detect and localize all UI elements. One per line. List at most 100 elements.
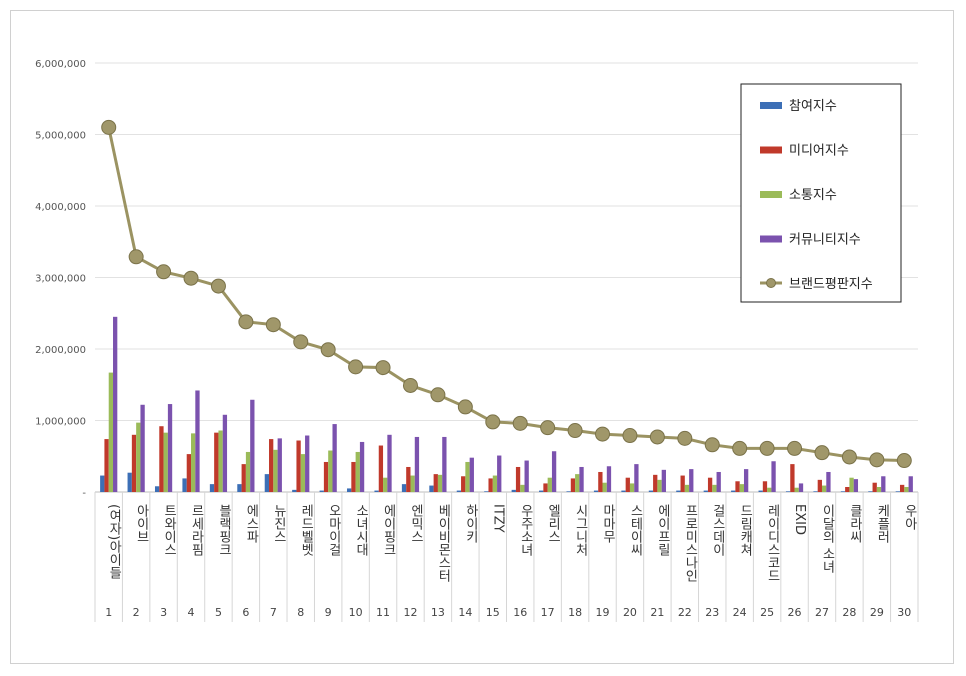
legend-swatch-3 <box>760 191 782 198</box>
bar-1-17 <box>539 490 544 492</box>
bar-3-22 <box>684 484 690 492</box>
rank-label-10: 10 <box>349 606 363 619</box>
brand-index-point-25 <box>759 440 775 456</box>
category-label-27: 이달의 소녀 <box>819 504 834 574</box>
rank-label-25: 25 <box>760 606 774 619</box>
bar-3-19 <box>602 482 607 492</box>
category-label-11: 에이핑크 <box>381 504 396 556</box>
category-label-3: 트와이스 <box>161 504 176 556</box>
category-label-28: 클라씨 <box>847 504 862 543</box>
rank-label-15: 15 <box>486 606 500 619</box>
category-label-15: ITZY <box>490 504 505 533</box>
bar-3-14 <box>465 461 470 492</box>
bar-4-3 <box>167 404 173 492</box>
bar-4-2 <box>140 404 145 492</box>
brand-index-point-5 <box>210 278 226 294</box>
bar-1-3 <box>154 486 160 492</box>
brand-index-point-28 <box>841 449 857 465</box>
category-label-13: 베이비몬스터 <box>435 504 450 582</box>
bar-1-14 <box>456 490 462 492</box>
bar-3-4 <box>191 433 196 492</box>
bar-2-22 <box>680 475 685 492</box>
rank-label-14: 14 <box>458 606 472 619</box>
bar-3-7 <box>273 449 278 492</box>
bar-1-10 <box>347 488 352 492</box>
rank-label-9: 9 <box>325 606 332 619</box>
bar-2-5 <box>214 432 219 492</box>
rank-label-28: 28 <box>842 606 856 619</box>
bar-2-20 <box>625 477 630 492</box>
bar-4-30 <box>908 476 913 492</box>
brand-index-point-15 <box>485 414 501 430</box>
bar-2-11 <box>378 445 384 492</box>
bar-1-27 <box>813 491 818 492</box>
bar-1-19 <box>593 490 599 492</box>
rank-label-8: 8 <box>297 606 304 619</box>
legend-marker <box>766 278 776 288</box>
bar-1-20 <box>621 490 626 492</box>
category-label-5: 블랙핑크 <box>216 504 231 556</box>
brand-index-point-30 <box>896 453 912 469</box>
rank-label-7: 7 <box>270 606 277 619</box>
category-label-2: 아이브 <box>134 504 149 543</box>
legend-label-2: 미디어지수 <box>789 144 849 159</box>
bar-2-13 <box>433 474 438 492</box>
rank-label-16: 16 <box>513 606 527 619</box>
rank-label-27: 27 <box>815 606 829 619</box>
bar-3-12 <box>410 475 415 492</box>
rank-label-21: 21 <box>650 606 664 619</box>
category-label-17: 엘리스 <box>545 504 560 543</box>
bar-1-1 <box>100 475 105 492</box>
y-tick-label: 2,000,000 <box>35 345 86 356</box>
rank-label-1: 1 <box>105 606 112 619</box>
rank-label-26: 26 <box>788 606 802 619</box>
brand-index-point-10 <box>348 359 364 375</box>
brand-index-point-6 <box>238 314 254 330</box>
bar-3-18 <box>575 474 580 492</box>
bar-4-22 <box>689 469 694 492</box>
bar-1-7 <box>264 474 270 492</box>
category-label-21: 에이프릴 <box>655 504 670 556</box>
bar-2-28 <box>845 486 850 492</box>
category-label-22: 프로미스나인 <box>682 504 697 582</box>
y-tick-label: 3,000,000 <box>35 274 86 285</box>
category-label-20: 스테이씨 <box>627 504 642 556</box>
rank-label-18: 18 <box>568 606 582 619</box>
bar-1-15 <box>484 491 489 492</box>
bar-4-20 <box>634 464 639 492</box>
brand-index-point-24 <box>732 440 748 456</box>
bar-1-13 <box>429 485 434 492</box>
bar-1-16 <box>511 489 516 492</box>
legend-swatch-2 <box>760 146 782 154</box>
bar-2-8 <box>296 440 301 492</box>
bar-3-5 <box>218 430 223 492</box>
bar-2-17 <box>543 483 548 492</box>
bar-2-19 <box>598 471 603 492</box>
brand-index-point-27 <box>814 445 830 461</box>
legend-label-3: 소통지수 <box>789 188 837 203</box>
rank-label-4: 4 <box>188 606 195 619</box>
bar-1-4 <box>182 478 187 492</box>
bar-4-5 <box>222 414 228 492</box>
bar-2-18 <box>570 478 576 492</box>
bar-4-7 <box>277 438 282 492</box>
bar-4-11 <box>387 434 392 492</box>
brand-index-point-4 <box>183 270 199 286</box>
bar-2-9 <box>323 461 329 492</box>
bar-3-23 <box>712 484 717 492</box>
rank-label-5: 5 <box>215 606 222 619</box>
bar-3-30 <box>904 486 909 492</box>
category-label-30: 우아 <box>902 504 917 530</box>
legend-swatch-1 <box>760 102 782 109</box>
category-label-4: 르세라핌 <box>189 504 204 556</box>
bar-1-22 <box>676 490 681 492</box>
rank-label-12: 12 <box>403 606 417 619</box>
brand-index-point-11 <box>375 360 391 376</box>
rank-label-17: 17 <box>541 606 555 619</box>
category-label-26: EXID <box>792 504 807 535</box>
bar-2-2 <box>131 434 137 492</box>
bar-4-1 <box>113 316 118 492</box>
bar-4-18 <box>579 466 584 492</box>
